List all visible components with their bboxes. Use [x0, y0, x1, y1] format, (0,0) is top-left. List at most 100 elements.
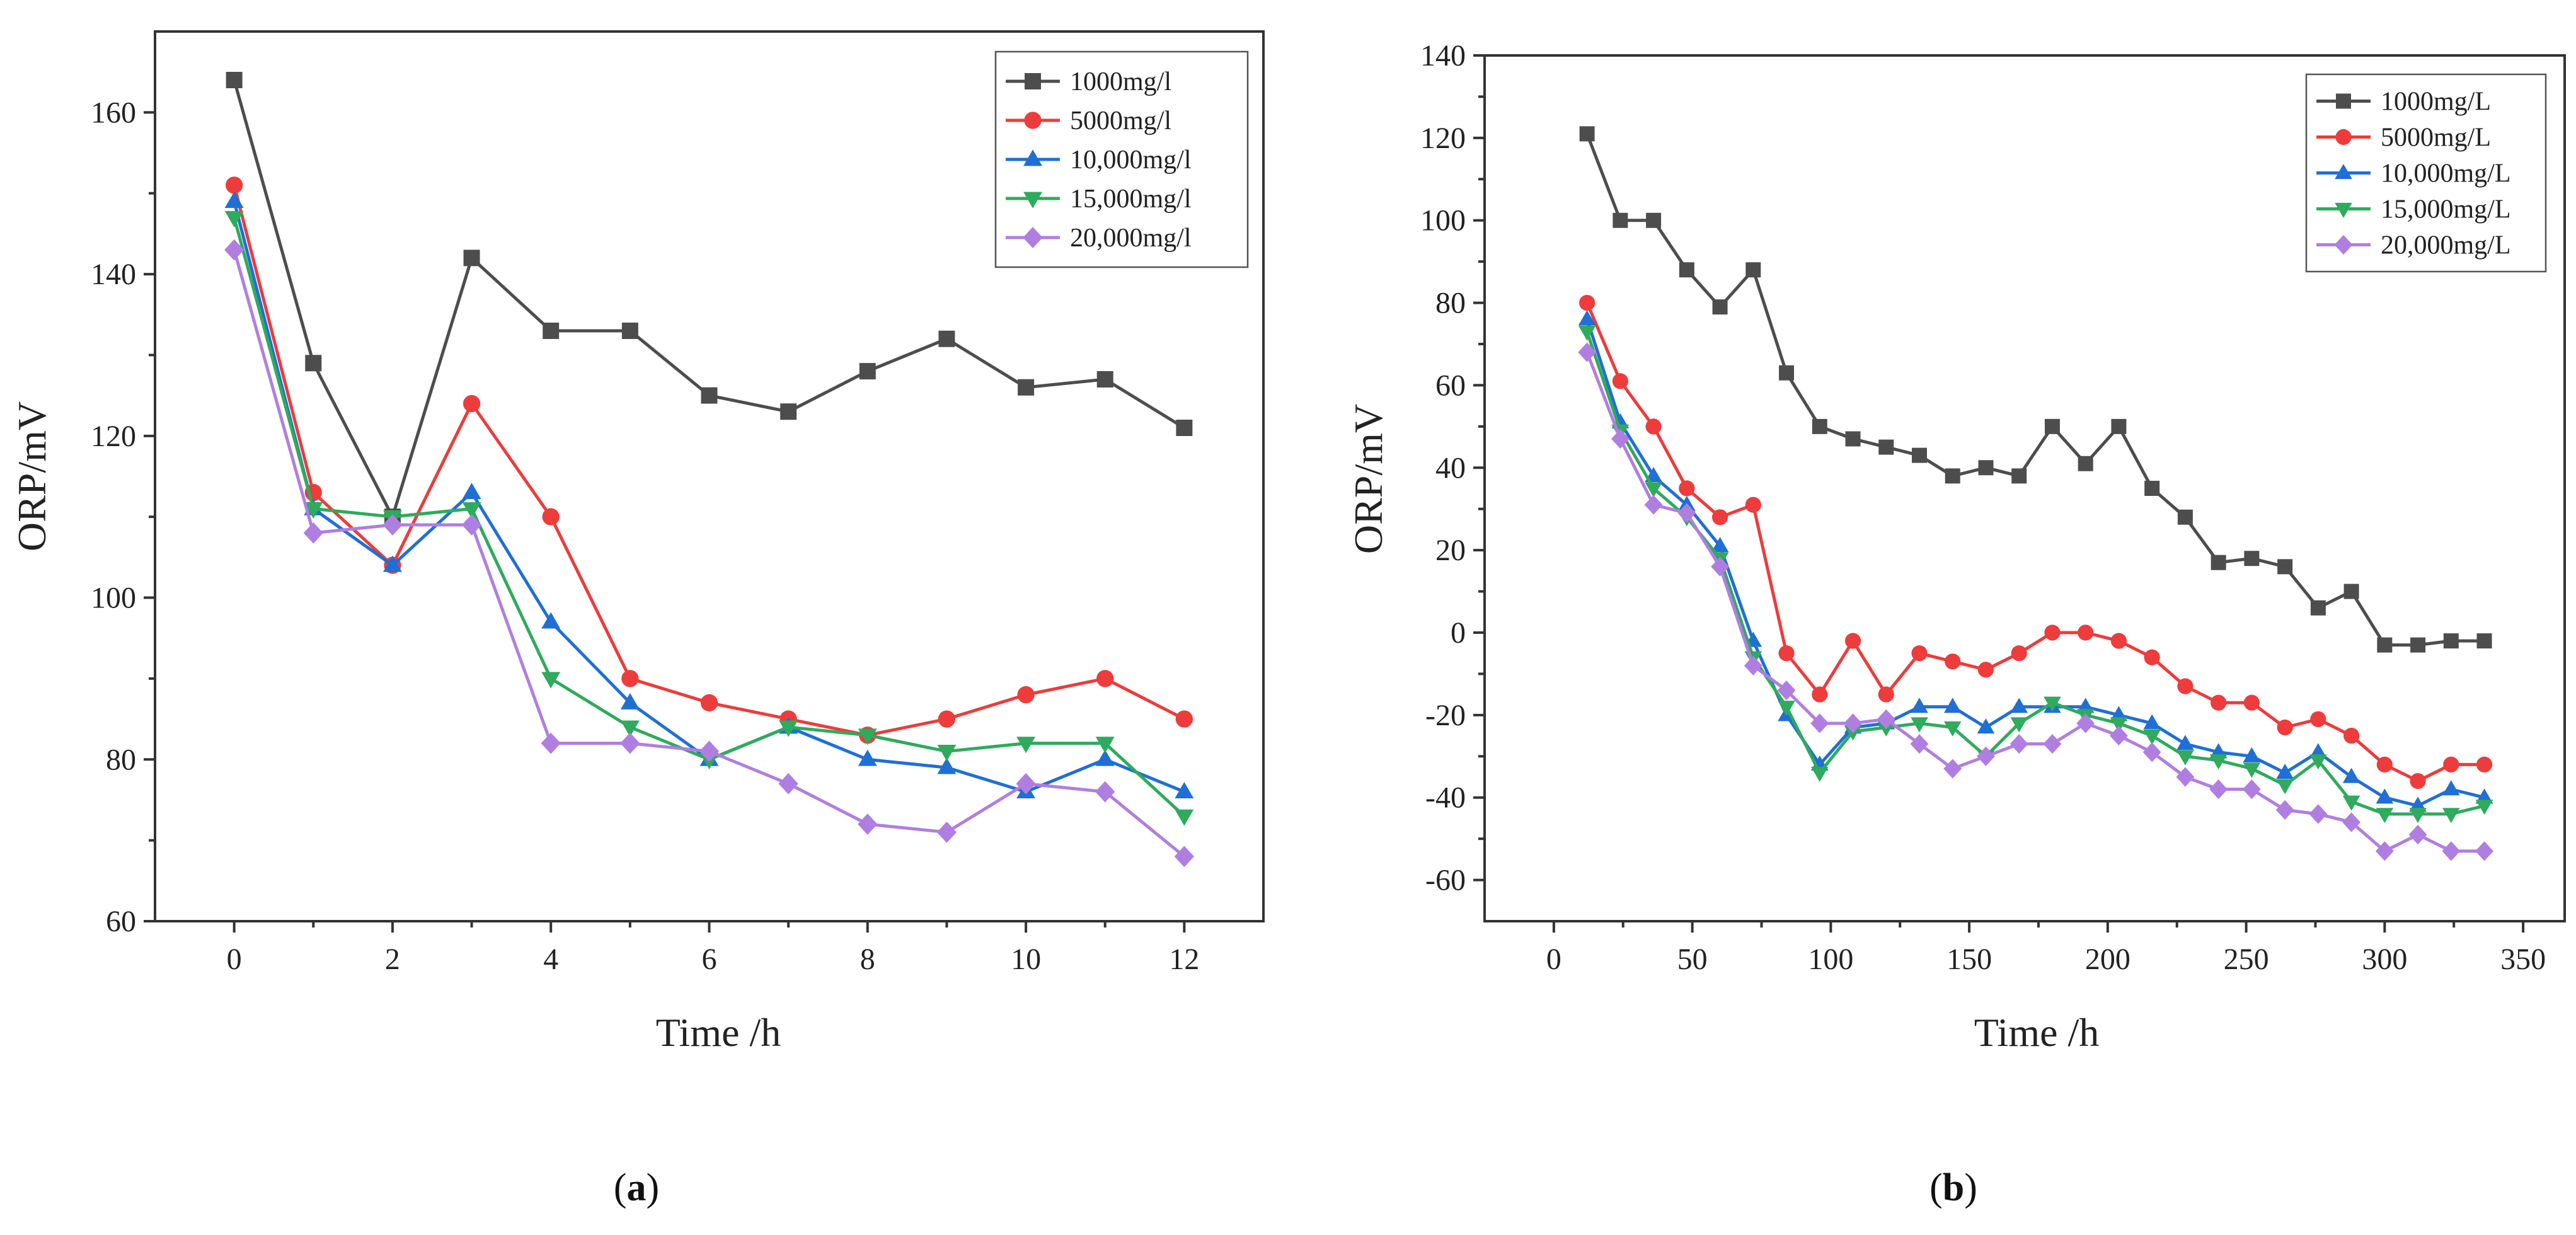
- data-point: [1911, 698, 1928, 713]
- x-tick-label-a: 2: [385, 943, 400, 976]
- y-tick-label-b: 0: [1451, 616, 1466, 650]
- data-point: [2078, 456, 2093, 471]
- data-point: [1645, 418, 1662, 435]
- data-point: [858, 813, 878, 835]
- data-point: [2277, 559, 2293, 575]
- data-point: [2408, 825, 2427, 845]
- data-point: [620, 720, 640, 737]
- data-point: [1677, 503, 1696, 523]
- data-point: [2209, 754, 2228, 770]
- series-line: [1585, 302, 2485, 783]
- y-tick-label-a: 140: [91, 258, 136, 291]
- y-tick-label-b: 60: [1435, 369, 1466, 402]
- y-tick-label-a: 80: [106, 743, 136, 776]
- data-point: [2144, 481, 2160, 496]
- data-point: [621, 670, 639, 687]
- data-point: [1977, 746, 1995, 766]
- data-point: [2376, 788, 2394, 804]
- data-point: [462, 502, 481, 519]
- legend-label: 10,000mg/l: [1070, 146, 1192, 175]
- data-point: [938, 330, 955, 347]
- data-point: [2409, 808, 2427, 824]
- data-point: [224, 191, 244, 208]
- x-tick-label-b: 50: [1677, 943, 1708, 976]
- axes-frame-b: [1483, 54, 2566, 922]
- x-tick-label-b: 350: [2500, 943, 2546, 976]
- data-point: [2143, 714, 2161, 730]
- data-point: [2476, 756, 2493, 773]
- data-point: [1779, 365, 1795, 381]
- legend-label: 1000mg/L: [2381, 88, 2491, 117]
- data-point: [2010, 734, 2028, 754]
- data-point: [2277, 719, 2293, 736]
- data-point: [2342, 767, 2360, 783]
- data-point: [1646, 212, 1662, 228]
- data-point: [1844, 713, 1862, 733]
- data-point: [2044, 696, 2061, 712]
- data-point: [1845, 431, 1861, 447]
- data-point: [620, 692, 640, 709]
- data-point: [1745, 497, 1761, 513]
- data-point: [937, 745, 957, 762]
- y-axis-title-b: ORP/mV: [1346, 404, 1391, 554]
- data-point: [1174, 846, 1194, 868]
- legend-swatch-marker: [2335, 202, 2352, 218]
- data-point: [1644, 495, 1663, 515]
- legend-entry: 5000mg/L: [2316, 123, 2491, 152]
- y-tick-label-b: 140: [1420, 39, 1466, 72]
- data-point: [1943, 698, 1962, 713]
- legend-swatch-marker: [2335, 129, 2352, 146]
- data-point: [2044, 418, 2060, 434]
- data-point: [2243, 694, 2260, 711]
- data-point: [2442, 808, 2460, 824]
- series-a-5: [224, 239, 1194, 868]
- data-point: [1812, 418, 1827, 434]
- data-point: [1844, 633, 1861, 649]
- y-tick-label-b: -40: [1425, 781, 1466, 815]
- data-point: [1943, 759, 1962, 779]
- legend-label: 5000mg/L: [2381, 123, 2491, 152]
- data-point: [1943, 721, 1962, 737]
- data-point: [382, 555, 402, 572]
- x-axis-title-b: Time /h: [1974, 1010, 2100, 1055]
- data-point: [303, 522, 323, 544]
- data-point: [2410, 637, 2426, 653]
- data-point: [1095, 737, 1115, 754]
- legend-label: 1000mg/l: [1070, 67, 1171, 96]
- data-point: [2442, 780, 2460, 796]
- y-tick-label-b: 100: [1420, 204, 1466, 238]
- data-point: [2242, 779, 2261, 800]
- data-point: [1175, 809, 1194, 826]
- legend-swatch-marker: [1025, 73, 1041, 89]
- data-point: [1711, 509, 1728, 526]
- x-tick-label-b: 250: [2224, 943, 2269, 976]
- data-point: [2176, 735, 2194, 750]
- data-point: [1711, 537, 1729, 553]
- data-point: [541, 732, 561, 754]
- data-point: [2142, 742, 2161, 762]
- data-point: [1095, 749, 1115, 766]
- y-axis-title-a: ORP/mV: [9, 401, 54, 551]
- data-point: [2043, 734, 2062, 754]
- data-point: [1579, 294, 1596, 311]
- data-point: [2276, 764, 2294, 779]
- data-point: [1810, 766, 1829, 782]
- data-point: [2475, 800, 2493, 815]
- data-point: [2211, 694, 2227, 711]
- legend-a: 1000mg/l 5000mg/l 10,000mg/l 15,000mg/l 20,0…: [994, 50, 1249, 268]
- data-point: [699, 740, 720, 762]
- data-point: [1016, 737, 1036, 754]
- data-point: [2211, 554, 2226, 570]
- data-point: [2243, 747, 2261, 762]
- data-point: [2078, 624, 2094, 641]
- series-b-1: [1579, 126, 2492, 653]
- panel-letter-b: b: [1943, 1166, 1964, 1209]
- legend-label: 15,000mg/l: [1070, 185, 1192, 214]
- data-point: [1578, 325, 1596, 341]
- data-point: [858, 728, 877, 745]
- panel-letter-a: a: [627, 1166, 647, 1209]
- legend-label: 20,000mg/L: [2381, 231, 2511, 260]
- data-point: [541, 672, 561, 689]
- data-point: [2177, 509, 2193, 525]
